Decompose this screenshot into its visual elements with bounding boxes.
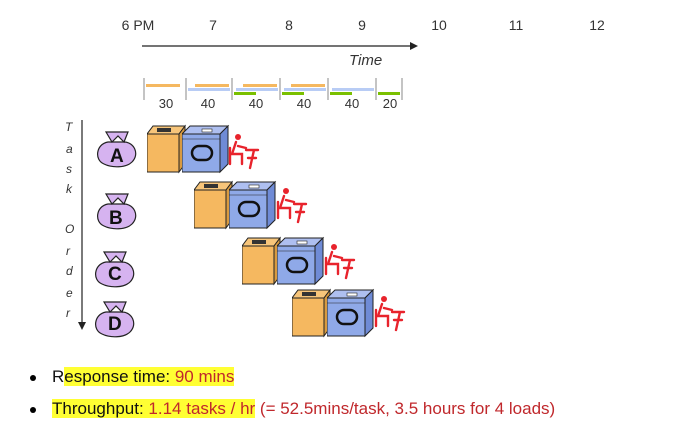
dryer-icon: [327, 288, 375, 338]
task-letter: A: [110, 146, 124, 167]
hour-label: 7: [209, 17, 217, 33]
dry-bar: [236, 88, 278, 91]
folder-person-icon: [228, 134, 260, 170]
folder-person-icon: [374, 296, 406, 332]
task-order-arrow: [78, 120, 86, 330]
time-axis-label: Time: [349, 52, 383, 69]
wash-bar: [146, 84, 180, 87]
throughput-bullet: Throughput: 1.14 tasks / hr (= 52.5mins/…: [30, 399, 555, 419]
task-order-char: e: [66, 286, 73, 300]
fold-bar: [330, 92, 352, 95]
bullet-dot: [30, 374, 36, 381]
task-order-char: s: [66, 162, 72, 176]
task-order-char: r: [66, 306, 70, 320]
hour-label: 8: [285, 17, 293, 33]
dry-bar: [188, 88, 230, 91]
hour-label: 10: [431, 17, 447, 33]
folder-person-icon: [276, 188, 308, 224]
duration-label: 20: [382, 96, 398, 111]
task-order-char: r: [66, 244, 70, 258]
wash-bar: [291, 84, 325, 87]
task-letter: C: [108, 264, 122, 285]
fold-bar: [378, 92, 400, 95]
task-letter: D: [108, 314, 122, 335]
folder-person-icon: [324, 244, 356, 280]
bullet-dot: [30, 406, 36, 413]
hour-label: 12: [589, 17, 605, 33]
wash-bar: [195, 84, 229, 87]
task-letter: B: [109, 208, 123, 229]
task-order-char: T: [65, 120, 73, 134]
duration-label: 40: [296, 96, 312, 111]
fold-bar: [234, 92, 256, 95]
task-order-char: O: [65, 222, 75, 236]
duration-label: 40: [248, 96, 264, 111]
stage-duration-bars: [143, 78, 403, 100]
response-prefix: R: [52, 367, 65, 386]
dry-bar: [284, 88, 326, 91]
dryer-icon: [277, 236, 325, 286]
response-time-label: esponse time:: [64, 367, 175, 386]
throughput-detail: (= 52.5mins/task, 3.5 hours for 4 loads): [255, 399, 556, 418]
dryer-icon: [182, 124, 230, 174]
response-time-bullet: Response time: 90 mins: [30, 367, 235, 387]
response-time-value: 90 mins: [174, 367, 235, 386]
hour-label: 11: [508, 17, 524, 33]
throughput-label: Throughput:: [52, 399, 149, 418]
duration-label: 30: [158, 96, 174, 111]
duration-label: 40: [344, 96, 360, 111]
hour-label: 6 PM: [121, 17, 155, 33]
task-order-char: d: [66, 264, 73, 278]
wash-bar: [243, 84, 277, 87]
fold-bar: [282, 92, 304, 95]
task-order-char: k: [66, 182, 72, 196]
duration-label: 40: [200, 96, 216, 111]
task-order-char: a: [66, 142, 73, 156]
throughput-value: 1.14 tasks / hr: [148, 399, 256, 418]
dry-bar: [332, 88, 374, 91]
dryer-icon: [229, 180, 277, 230]
time-axis-arrow: [142, 42, 418, 50]
hour-label: 9: [358, 17, 366, 33]
